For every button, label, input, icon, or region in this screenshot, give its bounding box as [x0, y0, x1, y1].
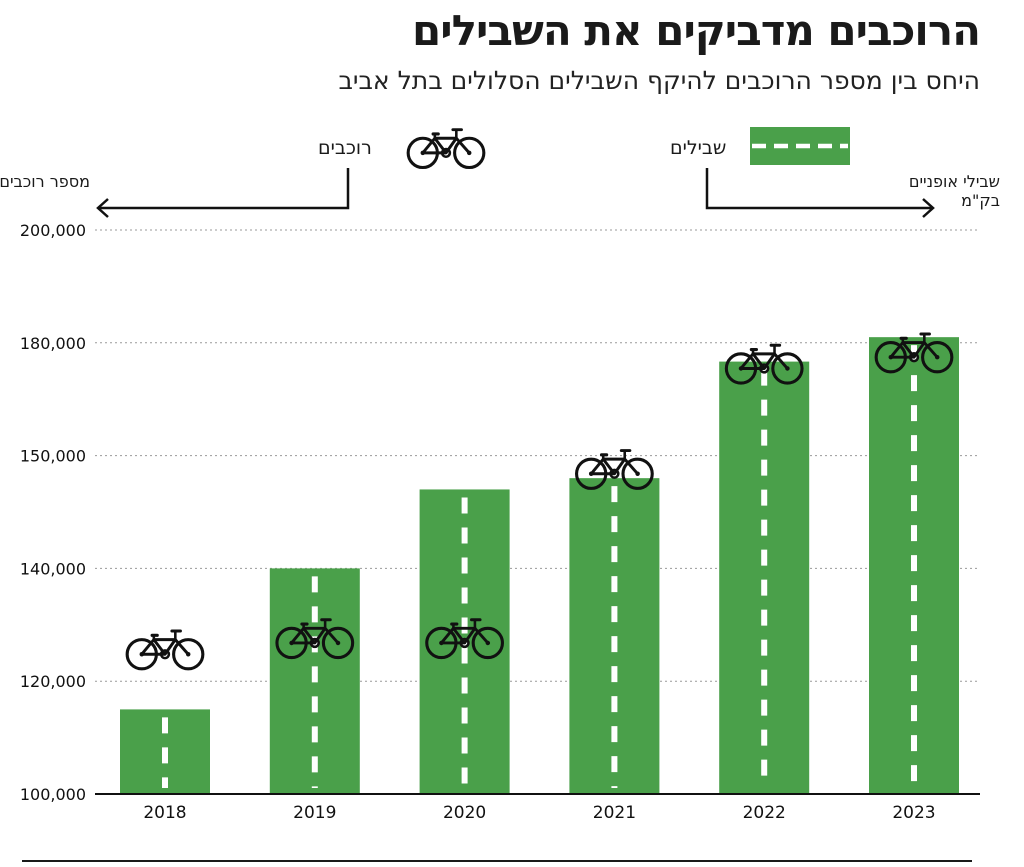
x-tick-label: 2020	[443, 803, 486, 823]
bar-group	[419, 489, 510, 794]
y-tick-label: 120,000	[20, 672, 86, 691]
y-tick-label: 150,000	[20, 447, 86, 466]
bar-group	[569, 448, 660, 794]
x-tick-label: 2021	[593, 803, 636, 823]
left-axis-arrow	[96, 168, 350, 218]
x-tick-label: 2019	[293, 803, 336, 823]
x-tick-label: 2023	[892, 803, 935, 823]
x-axis-labels: 2018 2019 2020 2021 2022 2023	[143, 803, 935, 823]
chart-subtitle: היחס בין מספר הרוכבים להיקף השבילים הסלו…	[338, 66, 980, 95]
x-tick-label: 2018	[143, 803, 186, 823]
bar-group	[719, 343, 810, 794]
legend-riders-label: רוכבים	[318, 137, 372, 159]
right-axis-arrow	[705, 168, 935, 218]
y-tick-label: 100,000	[20, 785, 86, 804]
bar-group	[269, 568, 360, 794]
gridlines	[95, 229, 980, 682]
y-tick-label: 140,000	[20, 559, 86, 578]
legend: רוכבים שבילים מספר רוכבים יומי שבילי אופ…	[0, 0, 1024, 230]
x-tick-label: 2022	[743, 803, 786, 823]
bottom-rule	[22, 860, 972, 862]
y-axis-ticks: 100,000 120,000 140,000 150,000 180,000 200,0…	[20, 221, 86, 804]
dashed-path-icon	[750, 127, 850, 165]
left-axis-title: מספר רוכבים יומי	[0, 172, 90, 191]
y-tick-label: 200,000	[20, 221, 86, 240]
legend-paths-label: שבילים	[670, 137, 727, 159]
chart-title: הרוכבים מדביקים את השבילים	[411, 6, 981, 55]
bicycle-icon	[125, 629, 205, 671]
bar	[719, 361, 810, 794]
right-axis-title: שבילי אופניים בק"מ	[908, 172, 1000, 210]
bar-group	[120, 629, 210, 794]
y-tick-label: 180,000	[20, 334, 86, 353]
bar-group	[869, 332, 959, 794]
bars	[120, 332, 959, 794]
bicycle-icon	[406, 128, 486, 170]
